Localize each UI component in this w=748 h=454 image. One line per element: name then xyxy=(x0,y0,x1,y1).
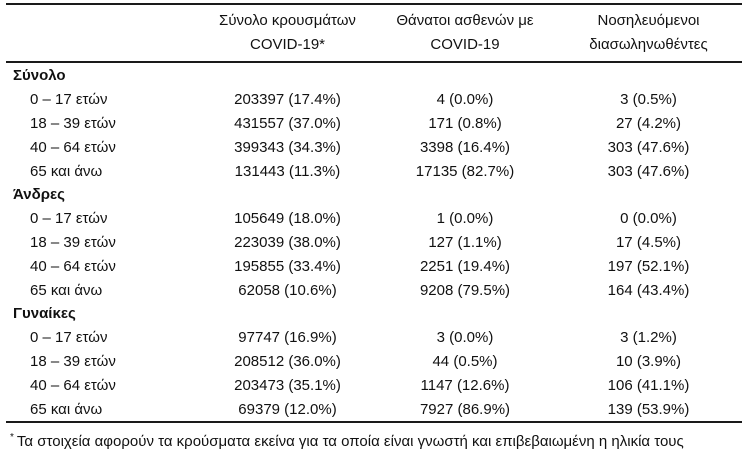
table-row: 40 – 64 ετών 203473 (35.1%) 1147 (12.6%)… xyxy=(0,373,748,397)
cases-cell: 203473 (35.1%) xyxy=(234,376,341,394)
column-header-intubated: Νοσηλευόμενοι διασωληνωθέντες xyxy=(555,9,742,57)
table-header-row: Σύνολο κρουσμάτων COVID-19* Θάνατοι ασθε… xyxy=(0,5,748,61)
table-row: 18 – 39 ετών 431557 (37.0%) 171 (0.8%) 2… xyxy=(0,112,748,136)
intubated-cell: 197 (52.1%) xyxy=(607,257,690,275)
intubated-cell: 3 (0.5%) xyxy=(620,91,677,109)
intubated-cell: 0 (0.0%) xyxy=(620,210,677,228)
deaths-cell: 1147 (12.6%) xyxy=(420,376,510,394)
deaths-cell: 4 (0.0%) xyxy=(436,91,494,109)
cases-cell: 203397 (17.4%) xyxy=(234,91,341,109)
row-label: 0 – 17 ετών xyxy=(30,210,108,228)
cases-cell: 69379 (12.0%) xyxy=(238,400,337,418)
table-row: 0 – 17 ετών 203397 (17.4%) 4 (0.0%) 3 (0… xyxy=(0,88,748,112)
column-header-deaths: Θάνατοι ασθενών με COVID-19 xyxy=(375,9,555,57)
intubated-cell: 17 (4.5%) xyxy=(615,233,682,251)
cases-cell: 195855 (33.4%) xyxy=(234,257,341,275)
section-label: Άνδρες xyxy=(13,186,65,204)
intubated-cell: 139 (53.9%) xyxy=(607,400,690,418)
row-label: 65 και άνω xyxy=(30,400,103,418)
intubated-cell: 27 (4.2%) xyxy=(615,114,682,132)
table-body: Σύνολο 0 – 17 ετών 203397 (17.4%) 4 (0.0… xyxy=(0,63,748,421)
section-header-total: Σύνολο xyxy=(0,64,748,88)
deaths-cell: 171 (0.8%) xyxy=(428,114,502,132)
footnote-marker: * xyxy=(10,431,14,443)
intubated-cell: 164 (43.4%) xyxy=(607,281,690,299)
table-row: 65 και άνω 62058 (10.6%) 9208 (79.5%) 16… xyxy=(0,278,748,302)
section-header-men: Άνδρες xyxy=(0,183,748,207)
row-label: 0 – 17 ετών xyxy=(30,91,108,109)
row-label: 65 και άνω xyxy=(30,281,103,299)
deaths-cell: 3398 (16.4%) xyxy=(419,138,511,156)
row-label: 40 – 64 ετών xyxy=(30,376,116,394)
footnote-separator-rule xyxy=(6,420,742,423)
section-label: Γυναίκες xyxy=(13,305,76,323)
deaths-cell: 3 (0.0%) xyxy=(436,329,494,347)
cases-cell: 208512 (36.0%) xyxy=(234,352,341,370)
intubated-cell: 303 (47.6%) xyxy=(607,138,690,156)
cases-cell: 399343 (34.3%) xyxy=(234,138,341,156)
row-label: 18 – 39 ετών xyxy=(30,352,116,370)
footnote: * Τα στοιχεία αφορούν τα κρούσματα εκείνα… xyxy=(0,423,748,452)
row-label: 65 και άνω xyxy=(30,162,103,180)
column-header-line1: Νοσηλευόμενοι xyxy=(597,12,700,29)
column-header-total-cases: Σύνολο κρουσμάτων COVID-19* xyxy=(200,9,375,57)
column-header-line2: COVID-19* xyxy=(249,36,326,53)
row-label: 0 – 17 ετών xyxy=(30,329,108,347)
row-label: 18 – 39 ετών xyxy=(30,233,116,251)
footnote-text: Τα στοιχεία αφορούν τα κρούσματα εκείνα … xyxy=(16,432,684,450)
intubated-cell: 3 (1.2%) xyxy=(620,329,677,347)
intubated-cell: 303 (47.6%) xyxy=(607,162,690,180)
table-row: 65 και άνω 69379 (12.0%) 7927 (86.9%) 13… xyxy=(0,397,748,421)
cases-cell: 431557 (37.0%) xyxy=(234,114,341,132)
table-row: 18 – 39 ετών 223039 (38.0%) 127 (1.1%) 1… xyxy=(0,231,748,255)
deaths-cell: 1 (0.0%) xyxy=(436,210,494,228)
cases-cell: 131443 (11.3%) xyxy=(234,162,341,180)
row-label: 40 – 64 ετών xyxy=(30,138,116,156)
table-row: 0 – 17 ετών 97747 (16.9%) 3 (0.0%) 3 (1.… xyxy=(0,326,748,350)
cases-cell: 97747 (16.9%) xyxy=(238,329,337,347)
deaths-cell: 2251 (19.4%) xyxy=(419,257,511,275)
table-row: 0 – 17 ετών 105649 (18.0%) 1 (0.0%) 0 (0… xyxy=(0,207,748,231)
row-label: 40 – 64 ετών xyxy=(30,257,116,275)
deaths-cell: 127 (1.1%) xyxy=(428,233,502,251)
intubated-cell: 106 (41.1%) xyxy=(607,376,690,394)
deaths-cell: 44 (0.5%) xyxy=(432,352,498,370)
cases-cell: 62058 (10.6%) xyxy=(238,281,337,299)
cases-cell: 223039 (38.0%) xyxy=(234,233,341,251)
column-header-line2: διασωληνωθέντες xyxy=(589,36,708,53)
column-header-line1: Σύνολο κρουσμάτων xyxy=(219,12,356,29)
column-header-line1: Θάνατοι ασθενών με xyxy=(396,12,534,29)
top-rule xyxy=(6,3,742,5)
intubated-cell: 10 (3.9%) xyxy=(615,352,682,370)
table-row: 18 – 39 ετών 208512 (36.0%) 44 (0.5%) 10… xyxy=(0,350,748,374)
deaths-cell: 17135 (82.7%) xyxy=(415,162,515,180)
cases-cell: 105649 (18.0%) xyxy=(234,210,341,228)
deaths-cell: 9208 (79.5%) xyxy=(419,281,511,299)
deaths-cell: 7927 (86.9%) xyxy=(419,400,511,418)
section-label: Σύνολο xyxy=(13,67,66,85)
table-row: 40 – 64 ετών 195855 (33.4%) 2251 (19.4%)… xyxy=(0,254,748,278)
table-row: 65 και άνω 131443 (11.3%) 17135 (82.7%) … xyxy=(0,159,748,183)
table-row: 40 – 64 ετών 399343 (34.3%) 3398 (16.4%)… xyxy=(0,135,748,159)
section-header-women: Γυναίκες xyxy=(0,302,748,326)
header-separator-rule xyxy=(6,61,742,63)
row-label: 18 – 39 ετών xyxy=(30,114,116,132)
column-header-line2: COVID-19 xyxy=(430,36,500,53)
